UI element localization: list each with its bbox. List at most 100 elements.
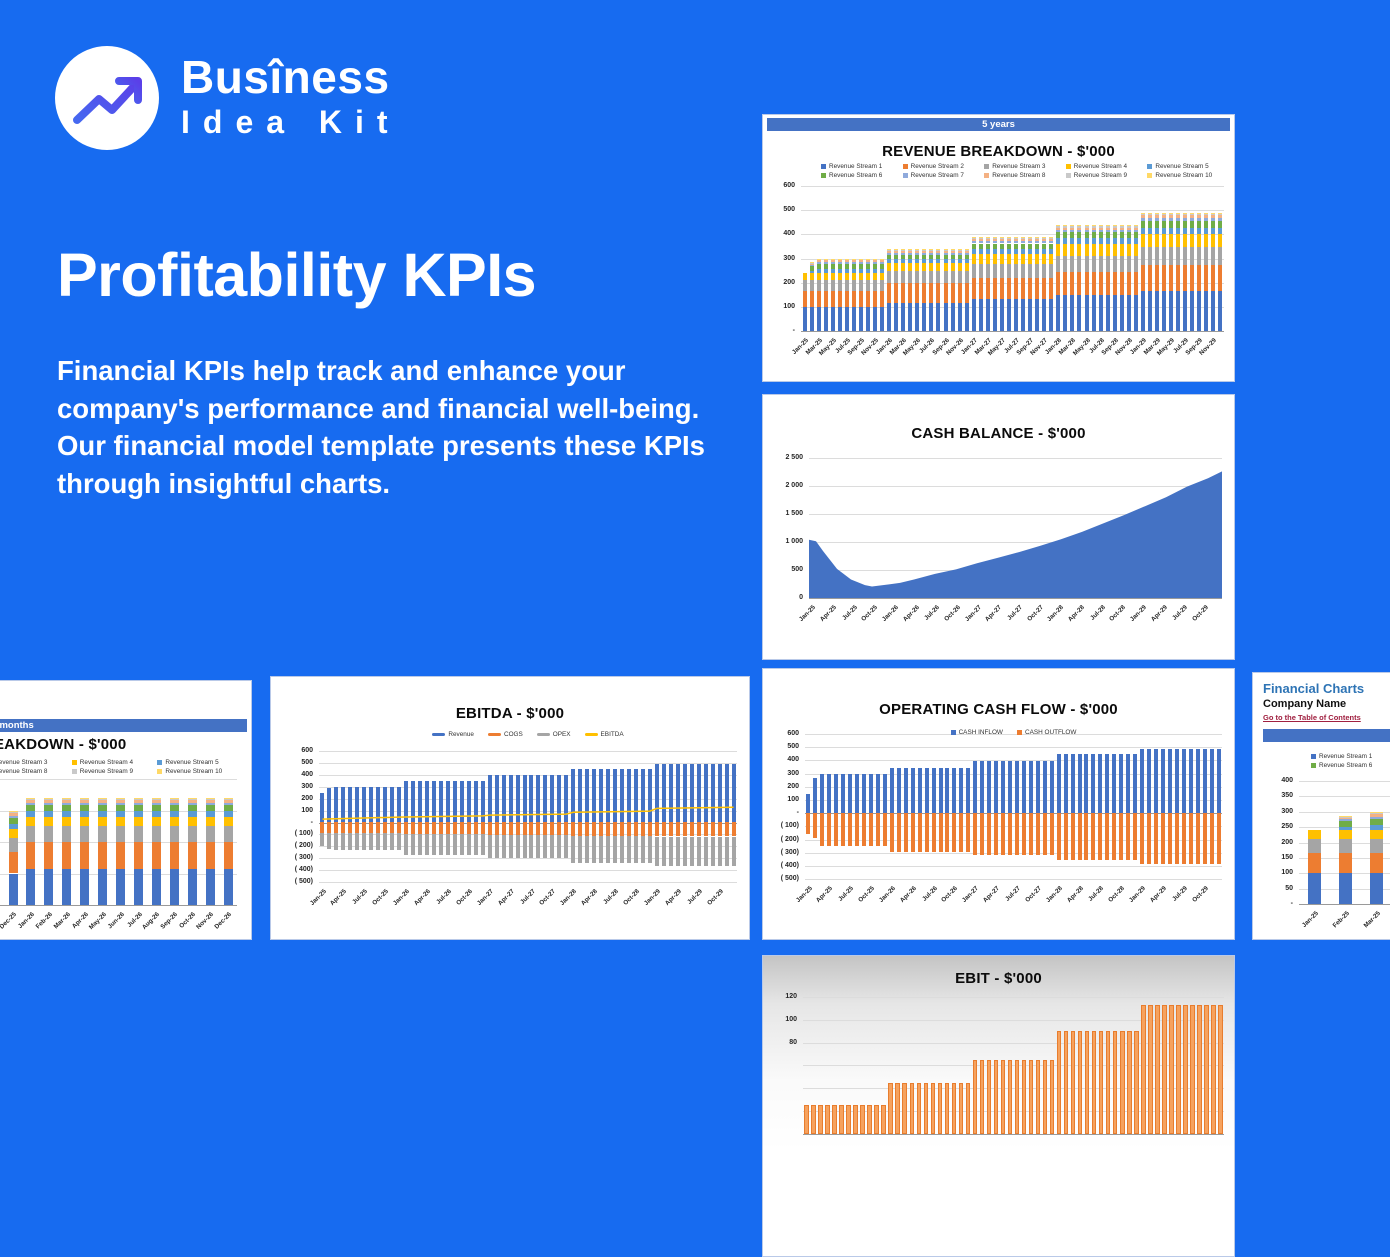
bar-segment bbox=[1035, 278, 1039, 299]
y-axis-tick: 350 bbox=[1253, 792, 1293, 799]
legend-label: Revenue Stream 8 bbox=[992, 172, 1045, 179]
bar-segment bbox=[1119, 813, 1123, 860]
y-axis-tick: ( 300) bbox=[271, 854, 313, 861]
bar-segment bbox=[1113, 272, 1117, 296]
bar-segment bbox=[1218, 213, 1222, 214]
bar-segment bbox=[1204, 215, 1208, 218]
y-axis-tick: 300 bbox=[271, 783, 313, 790]
bar-segment bbox=[1001, 1060, 1006, 1134]
bar-segment bbox=[1183, 1005, 1188, 1134]
bar-segment bbox=[1077, 256, 1081, 272]
bar-segment bbox=[902, 1083, 907, 1134]
legend-item: Revenue Stream 8 bbox=[0, 768, 68, 775]
y-axis-tick: 150 bbox=[1253, 854, 1293, 861]
chart-title: EBIT - $'000 bbox=[763, 970, 1234, 987]
bar-segment bbox=[1043, 761, 1047, 813]
bar-segment bbox=[1021, 278, 1025, 299]
bar-segment bbox=[9, 852, 18, 873]
bar-segment bbox=[874, 1105, 879, 1134]
bar-segment bbox=[224, 869, 233, 905]
bar-segment bbox=[866, 262, 870, 264]
bar-segment bbox=[1169, 214, 1173, 215]
bar-segment bbox=[1028, 238, 1032, 239]
bar-segment bbox=[958, 263, 962, 270]
square-swatch bbox=[984, 173, 989, 178]
bar-segment bbox=[1196, 813, 1200, 864]
legend-label: Revenue Stream 3 bbox=[0, 759, 47, 766]
bar-segment bbox=[966, 1083, 971, 1134]
bar-segment bbox=[1218, 214, 1222, 215]
bar-segment bbox=[894, 251, 898, 253]
table-of-contents-link[interactable]: Go to the Table of Contents bbox=[1263, 713, 1361, 722]
bar-segment bbox=[979, 299, 983, 331]
bar-segment bbox=[993, 264, 997, 279]
bar-segment bbox=[810, 291, 814, 307]
bar-segment bbox=[965, 253, 969, 255]
bar-segment bbox=[1064, 813, 1068, 860]
bar-segment bbox=[1000, 254, 1004, 264]
bar-segment bbox=[911, 768, 915, 813]
bar-segment bbox=[993, 237, 997, 238]
bar-segment bbox=[1063, 272, 1067, 296]
bar-segment bbox=[918, 813, 922, 852]
bar-segment bbox=[901, 303, 905, 331]
y-axis-tick: 2 500 bbox=[763, 454, 803, 461]
bar-segment bbox=[1141, 213, 1145, 214]
bar-segment bbox=[116, 869, 125, 905]
x-axis-tick: Jan-26 bbox=[878, 885, 897, 904]
y-axis-tick: ( 200) bbox=[271, 842, 313, 849]
bar-segment bbox=[9, 874, 18, 906]
x-axis-tick: Jan-28 bbox=[1045, 885, 1064, 904]
bar-segment bbox=[1154, 813, 1158, 864]
bar-segment bbox=[922, 283, 926, 304]
bar-segment bbox=[98, 798, 107, 799]
bar-segment bbox=[986, 239, 990, 241]
x-axis-tick: Apr-27 bbox=[984, 604, 1003, 623]
bar-segment bbox=[62, 826, 71, 842]
bar-segment bbox=[1127, 272, 1131, 296]
bar-segment bbox=[908, 250, 912, 251]
bar-segment bbox=[869, 813, 873, 846]
y-axis-tick: - bbox=[1253, 900, 1293, 907]
bar-segment bbox=[852, 269, 856, 273]
bar-segment bbox=[915, 263, 919, 270]
gridline bbox=[805, 760, 1222, 761]
bar-segment bbox=[944, 303, 948, 331]
bar-segment bbox=[1008, 761, 1012, 813]
bar-segment bbox=[1022, 761, 1026, 813]
bar-segment bbox=[1176, 228, 1180, 234]
bar-segment bbox=[1127, 225, 1131, 226]
bar-segment bbox=[944, 259, 948, 263]
bar-segment bbox=[986, 249, 990, 254]
bar-segment bbox=[945, 813, 949, 852]
bar-segment bbox=[804, 1105, 809, 1134]
bar-segment bbox=[929, 259, 933, 263]
bar-segment bbox=[1007, 254, 1011, 264]
company-name: Company Name bbox=[1263, 698, 1346, 710]
bar-segment bbox=[1134, 226, 1138, 227]
bar-segment bbox=[116, 817, 125, 826]
bar-segment bbox=[134, 817, 143, 826]
bar-segment bbox=[929, 283, 933, 304]
bar-segment bbox=[1035, 299, 1039, 331]
bar-segment bbox=[1035, 254, 1039, 264]
bar-segment bbox=[958, 253, 962, 255]
bar-segment bbox=[894, 249, 898, 250]
bar-segment bbox=[1218, 265, 1222, 292]
bar-segment bbox=[873, 269, 877, 273]
bar-segment bbox=[993, 249, 997, 254]
bar-segment bbox=[1120, 230, 1124, 232]
bar-segment bbox=[1106, 256, 1110, 272]
bar-segment bbox=[908, 253, 912, 255]
x-axis-tick: Oct-26 bbox=[455, 888, 474, 907]
bar-segment bbox=[1000, 264, 1004, 279]
bar-segment bbox=[813, 778, 817, 814]
bar-segment bbox=[880, 260, 884, 262]
bar-segment bbox=[1204, 228, 1208, 234]
bar-segment bbox=[1092, 225, 1096, 226]
bar-segment bbox=[841, 774, 845, 814]
bar-segment bbox=[979, 237, 983, 238]
x-axis-tick: Oct-29 bbox=[1191, 604, 1210, 623]
bar-segment bbox=[1155, 213, 1159, 214]
